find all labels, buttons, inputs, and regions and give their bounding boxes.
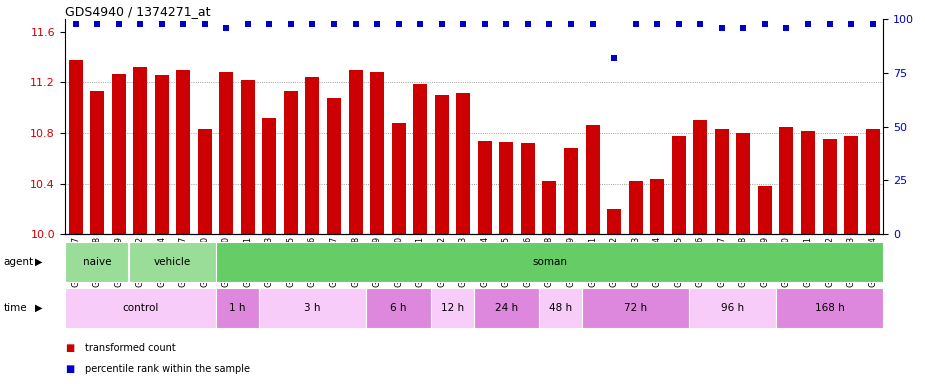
Point — [327, 20, 341, 26]
Bar — [586, 126, 599, 234]
Point — [672, 20, 686, 26]
Bar — [715, 129, 729, 234]
Bar — [177, 70, 191, 234]
Text: percentile rank within the sample: percentile rank within the sample — [85, 364, 250, 374]
Point — [758, 20, 772, 26]
Bar — [305, 78, 319, 234]
Point — [822, 20, 837, 26]
Point — [240, 20, 255, 26]
Text: control: control — [122, 303, 158, 313]
Bar — [456, 93, 470, 234]
Bar — [844, 136, 858, 234]
Bar — [866, 129, 880, 234]
Point — [133, 20, 148, 26]
Bar — [607, 209, 621, 234]
Bar — [693, 121, 708, 234]
Point — [844, 20, 858, 26]
Bar — [284, 91, 298, 234]
Text: GDS4940 / 1374271_at: GDS4940 / 1374271_at — [65, 5, 210, 18]
Bar — [68, 60, 82, 234]
Text: ■: ■ — [65, 364, 74, 374]
Point — [154, 20, 169, 26]
Point — [499, 20, 513, 26]
Point — [477, 20, 492, 26]
Point — [262, 20, 277, 26]
Point — [649, 20, 664, 26]
Bar — [736, 133, 750, 234]
Bar — [391, 123, 406, 234]
Point — [865, 20, 880, 26]
Text: 6 h: 6 h — [390, 303, 407, 313]
Bar — [370, 72, 384, 234]
Bar — [413, 84, 427, 234]
Text: ▶: ▶ — [35, 257, 43, 267]
Text: agent: agent — [4, 257, 34, 267]
Text: time: time — [4, 303, 28, 313]
Point — [435, 20, 450, 26]
Bar — [801, 131, 815, 234]
Bar — [650, 179, 664, 234]
Bar — [240, 80, 255, 234]
Point — [370, 20, 385, 26]
Text: 48 h: 48 h — [549, 303, 572, 313]
Point — [456, 20, 471, 26]
Bar — [629, 181, 643, 234]
Point — [68, 20, 83, 26]
Point — [305, 20, 320, 26]
Bar — [198, 129, 212, 234]
Point — [563, 20, 578, 26]
Bar — [327, 98, 341, 234]
Point — [779, 25, 794, 31]
Text: 72 h: 72 h — [624, 303, 647, 313]
Text: transformed count: transformed count — [85, 343, 176, 353]
Text: 3 h: 3 h — [304, 303, 321, 313]
Text: 24 h: 24 h — [495, 303, 518, 313]
Bar — [112, 74, 126, 234]
Text: naive: naive — [83, 257, 111, 267]
Point — [413, 20, 427, 26]
Point — [693, 20, 708, 26]
Bar — [500, 142, 513, 234]
Bar — [542, 181, 557, 234]
Point — [219, 25, 234, 31]
Point — [197, 20, 212, 26]
Point — [542, 20, 557, 26]
Point — [800, 20, 815, 26]
Text: ▶: ▶ — [35, 303, 43, 313]
Bar — [349, 70, 363, 234]
Text: 96 h: 96 h — [721, 303, 744, 313]
Point — [176, 20, 191, 26]
Bar — [133, 67, 147, 234]
Point — [90, 20, 105, 26]
Bar — [564, 148, 578, 234]
Bar — [521, 143, 535, 234]
Bar — [822, 139, 836, 234]
Bar — [154, 75, 168, 234]
Text: 12 h: 12 h — [441, 303, 464, 313]
Point — [736, 25, 751, 31]
Point — [628, 20, 643, 26]
Bar — [672, 136, 685, 234]
Bar — [219, 72, 233, 234]
Text: soman: soman — [532, 257, 567, 267]
Bar — [263, 118, 277, 234]
Point — [586, 20, 600, 26]
Bar — [90, 91, 105, 234]
Bar — [780, 127, 794, 234]
Point — [714, 25, 729, 31]
Bar — [758, 186, 771, 234]
Text: vehicle: vehicle — [154, 257, 191, 267]
Text: 168 h: 168 h — [815, 303, 845, 313]
Point — [521, 20, 536, 26]
Point — [284, 20, 299, 26]
Point — [348, 20, 363, 26]
Point — [111, 20, 126, 26]
Point — [391, 20, 406, 26]
Bar — [478, 141, 492, 234]
Bar — [435, 95, 449, 234]
Text: 1 h: 1 h — [228, 303, 245, 313]
Point — [607, 55, 622, 61]
Text: ■: ■ — [65, 343, 74, 353]
